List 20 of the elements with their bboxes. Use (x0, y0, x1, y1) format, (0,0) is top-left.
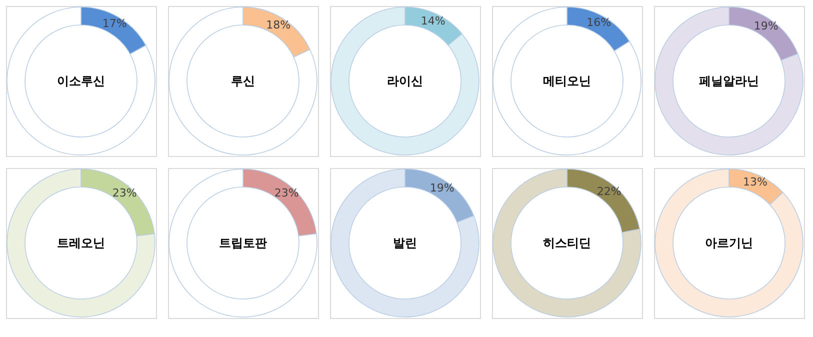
text: 트레오닌 (57, 236, 105, 250)
data-label: 23% (274, 186, 299, 200)
text: 이소루신 (57, 74, 105, 88)
text: 페닐알라닌 (699, 74, 759, 88)
data-label: 17% (102, 17, 127, 30)
text: 아르기닌 (705, 236, 753, 250)
text: 발린 (393, 236, 417, 250)
data-label: 22% (596, 185, 622, 198)
data-label: 13% (742, 175, 768, 188)
text: 트립토판 (219, 236, 267, 250)
data-label: 19% (754, 19, 778, 32)
data-label: 23% (112, 186, 137, 200)
text: 히스티딘 (543, 236, 591, 250)
data-label: 18% (266, 18, 291, 32)
data-label: 14% (420, 14, 446, 28)
text: 라이신 (387, 74, 423, 88)
data-label: 16% (586, 16, 612, 30)
text: 메티오닌 (543, 74, 591, 88)
data-label: 19% (430, 181, 454, 194)
text: 루신 (231, 74, 255, 88)
